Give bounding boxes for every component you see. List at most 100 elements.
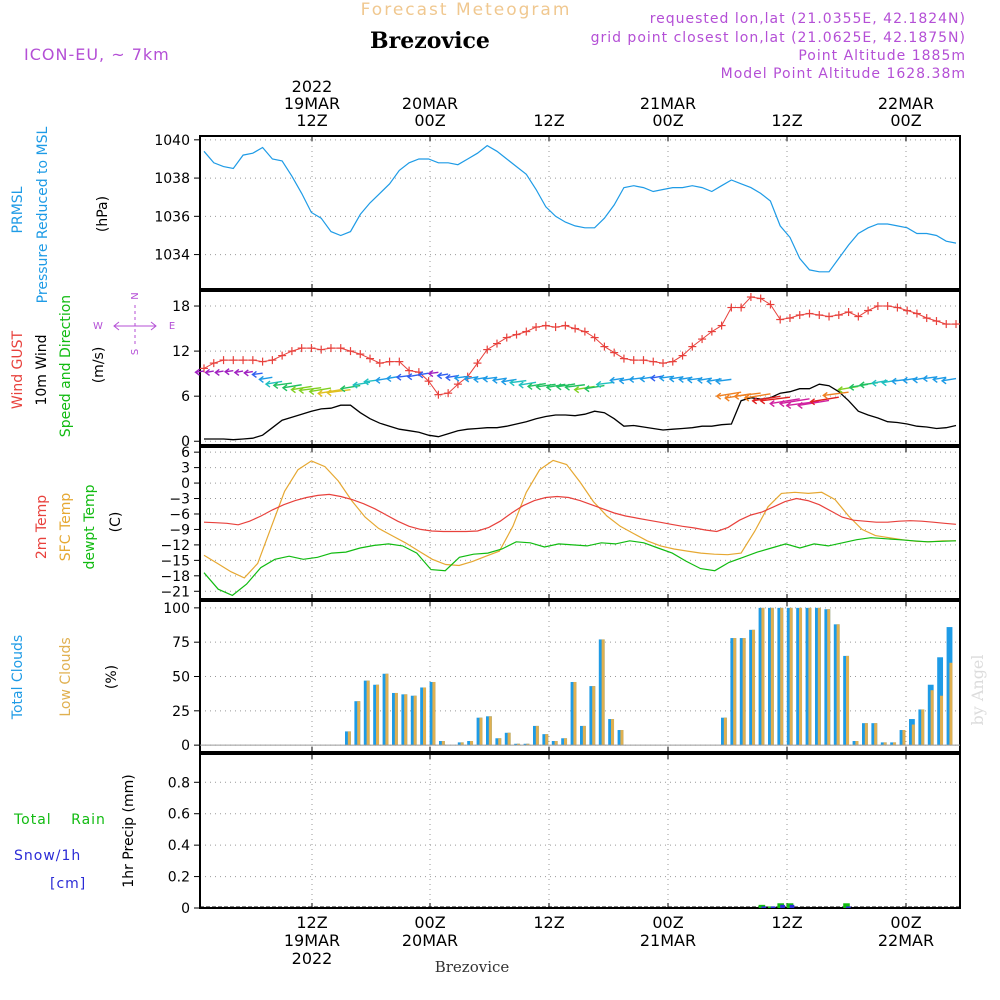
wind-arrow-head-0 — [194, 368, 200, 376]
low-cloud-bar-63 — [799, 607, 803, 746]
wind-arrow-head-31 — [491, 376, 498, 384]
y-tick-label-9: −21 — [160, 584, 190, 600]
wind-arrow-head-53 — [706, 377, 712, 385]
wind-unit: (m/s) — [91, 347, 107, 384]
wind-arrow-head-69 — [858, 381, 865, 389]
low-cloud-bar-74 — [902, 730, 906, 746]
wind-arrow-head-38 — [555, 383, 562, 391]
low-cloud-bar-39 — [573, 681, 577, 746]
y-tick-label-0: 0 — [181, 738, 190, 754]
wind-arrow-65 — [810, 396, 839, 403]
product-title: Forecast Meteogram — [361, 0, 572, 20]
low-cloud-bar-77 — [930, 690, 934, 746]
wind-arrow-head-37 — [545, 383, 552, 391]
wind-arrow-36 — [536, 383, 556, 388]
wind-arrow-head-45 — [628, 375, 635, 384]
clouds-panel: 0 25 50 75 100 — [163, 600, 961, 754]
wind-arrow-49 — [669, 376, 683, 380]
low-cloud-bar-64 — [808, 607, 812, 746]
wind-arrow-34 — [519, 381, 537, 386]
low-cloud-bar-55 — [723, 717, 727, 746]
snow-bar-62 — [789, 904, 795, 908]
wind-arrow-head-35 — [526, 382, 533, 390]
wind-arrow-head-21 — [395, 373, 402, 381]
low-cloud-bar-18 — [376, 684, 380, 746]
temperature-labels: 2m Temp SFC Temp dewpt Temp (C) — [34, 484, 124, 569]
compass-w: W — [93, 321, 103, 332]
wind-arrow-head-22 — [406, 373, 413, 381]
wind-arrow-9 — [273, 382, 292, 387]
wind-arrow-40 — [574, 385, 595, 391]
low-cloud-bar-28 — [470, 741, 474, 746]
model-altitude: Model Point Altitude 1628.38m — [721, 66, 966, 82]
y-tick-label-2: 0 — [181, 476, 190, 492]
wind-arrow-10 — [282, 384, 302, 389]
wind-arrow-head-56 — [724, 394, 730, 402]
low-cloud-bar-25 — [441, 741, 445, 746]
temperature-panel: 630−3−6−9−12−15−18−21 — [160, 445, 961, 600]
y-tick-label-3: −3 — [169, 492, 190, 508]
low-cloud-bar-29 — [479, 717, 483, 746]
low-cloud-bar-20 — [394, 692, 398, 746]
time-top-label-0-0: 2022 — [292, 77, 333, 96]
low-cloud-bar-73 — [893, 742, 897, 746]
wind-arrow-head-43 — [609, 376, 615, 384]
low-cloud-bar-56 — [733, 638, 737, 746]
panel-frame — [199, 290, 961, 446]
wind-arrow-39 — [565, 384, 585, 388]
grid — [200, 447, 960, 599]
rain-bar-68 — [843, 903, 850, 908]
wind-arrow-head-47 — [649, 374, 656, 382]
wind-arrow-60 — [760, 396, 791, 402]
wind-arrow-head-76 — [932, 375, 938, 383]
y-tick-label-3: 18 — [172, 299, 190, 315]
gust-label: Wind GUST — [10, 330, 26, 409]
time-top-label-4-0: 12Z — [771, 111, 802, 130]
compass-arrows-icon — [113, 305, 157, 347]
wind-arrow-57 — [734, 392, 761, 398]
y-tick-label-4: 100 — [163, 601, 190, 617]
wind-arrow-head-48 — [658, 374, 665, 382]
wind-arrow-8 — [265, 380, 283, 385]
time-bottom-label-1-0: 00Z — [414, 913, 445, 932]
wind-arrow-35 — [527, 382, 546, 388]
y-tick-label-2: 12 — [172, 344, 190, 360]
low-cloud-bar-22 — [413, 695, 417, 746]
wind-arrow-head-18 — [363, 378, 369, 386]
wind-arrow-28 — [464, 376, 478, 380]
watermark: by Angel — [968, 654, 987, 725]
wind-arrow-head-25 — [436, 372, 443, 380]
wind-arrow-head-51 — [686, 376, 693, 384]
wind-arrow-head-32 — [500, 378, 507, 386]
wind-arrow-head-4 — [233, 368, 240, 377]
wind-arrow-16 — [340, 384, 361, 390]
y-tick-label-0: 1034 — [154, 248, 190, 264]
wind-arrow-head-30 — [482, 375, 488, 383]
time-top-label-0-1: 19MAR — [284, 94, 340, 113]
wind-arrow-head-77 — [940, 377, 947, 385]
wind-arrow-head-39 — [564, 383, 570, 391]
dewpt-label: dewpt Temp — [82, 484, 98, 569]
time-bottom-label-0-0: 12Z — [296, 913, 327, 932]
wind-arrow-head-20 — [385, 374, 392, 383]
low-cloud-bar-17 — [366, 680, 370, 746]
time-top-label-0-2: 12Z — [296, 111, 327, 130]
wind-arrow-head-15 — [326, 389, 332, 397]
wind-arrow-31 — [493, 377, 507, 382]
precip-bars — [758, 903, 851, 908]
wind-arrow-head-34 — [518, 381, 524, 389]
low-cloud-bar-16 — [357, 701, 361, 746]
low-cloud-bar-23 — [423, 687, 427, 746]
prmsl-line — [203, 144, 957, 273]
wind-arrow-61 — [770, 398, 800, 405]
low-cloud-bar-78 — [940, 695, 944, 746]
wind-arrow-30 — [483, 376, 498, 380]
y-tick-label-1: 3 — [181, 461, 190, 477]
wind-arrow-head-3 — [223, 368, 230, 376]
wind-arrow-head-27 — [453, 374, 460, 382]
low-cloud-bar-62 — [789, 607, 793, 746]
low-cloud-bar-65 — [817, 607, 821, 746]
low-cloud-bar-34 — [526, 743, 530, 746]
wind-arrow-58 — [744, 393, 771, 399]
